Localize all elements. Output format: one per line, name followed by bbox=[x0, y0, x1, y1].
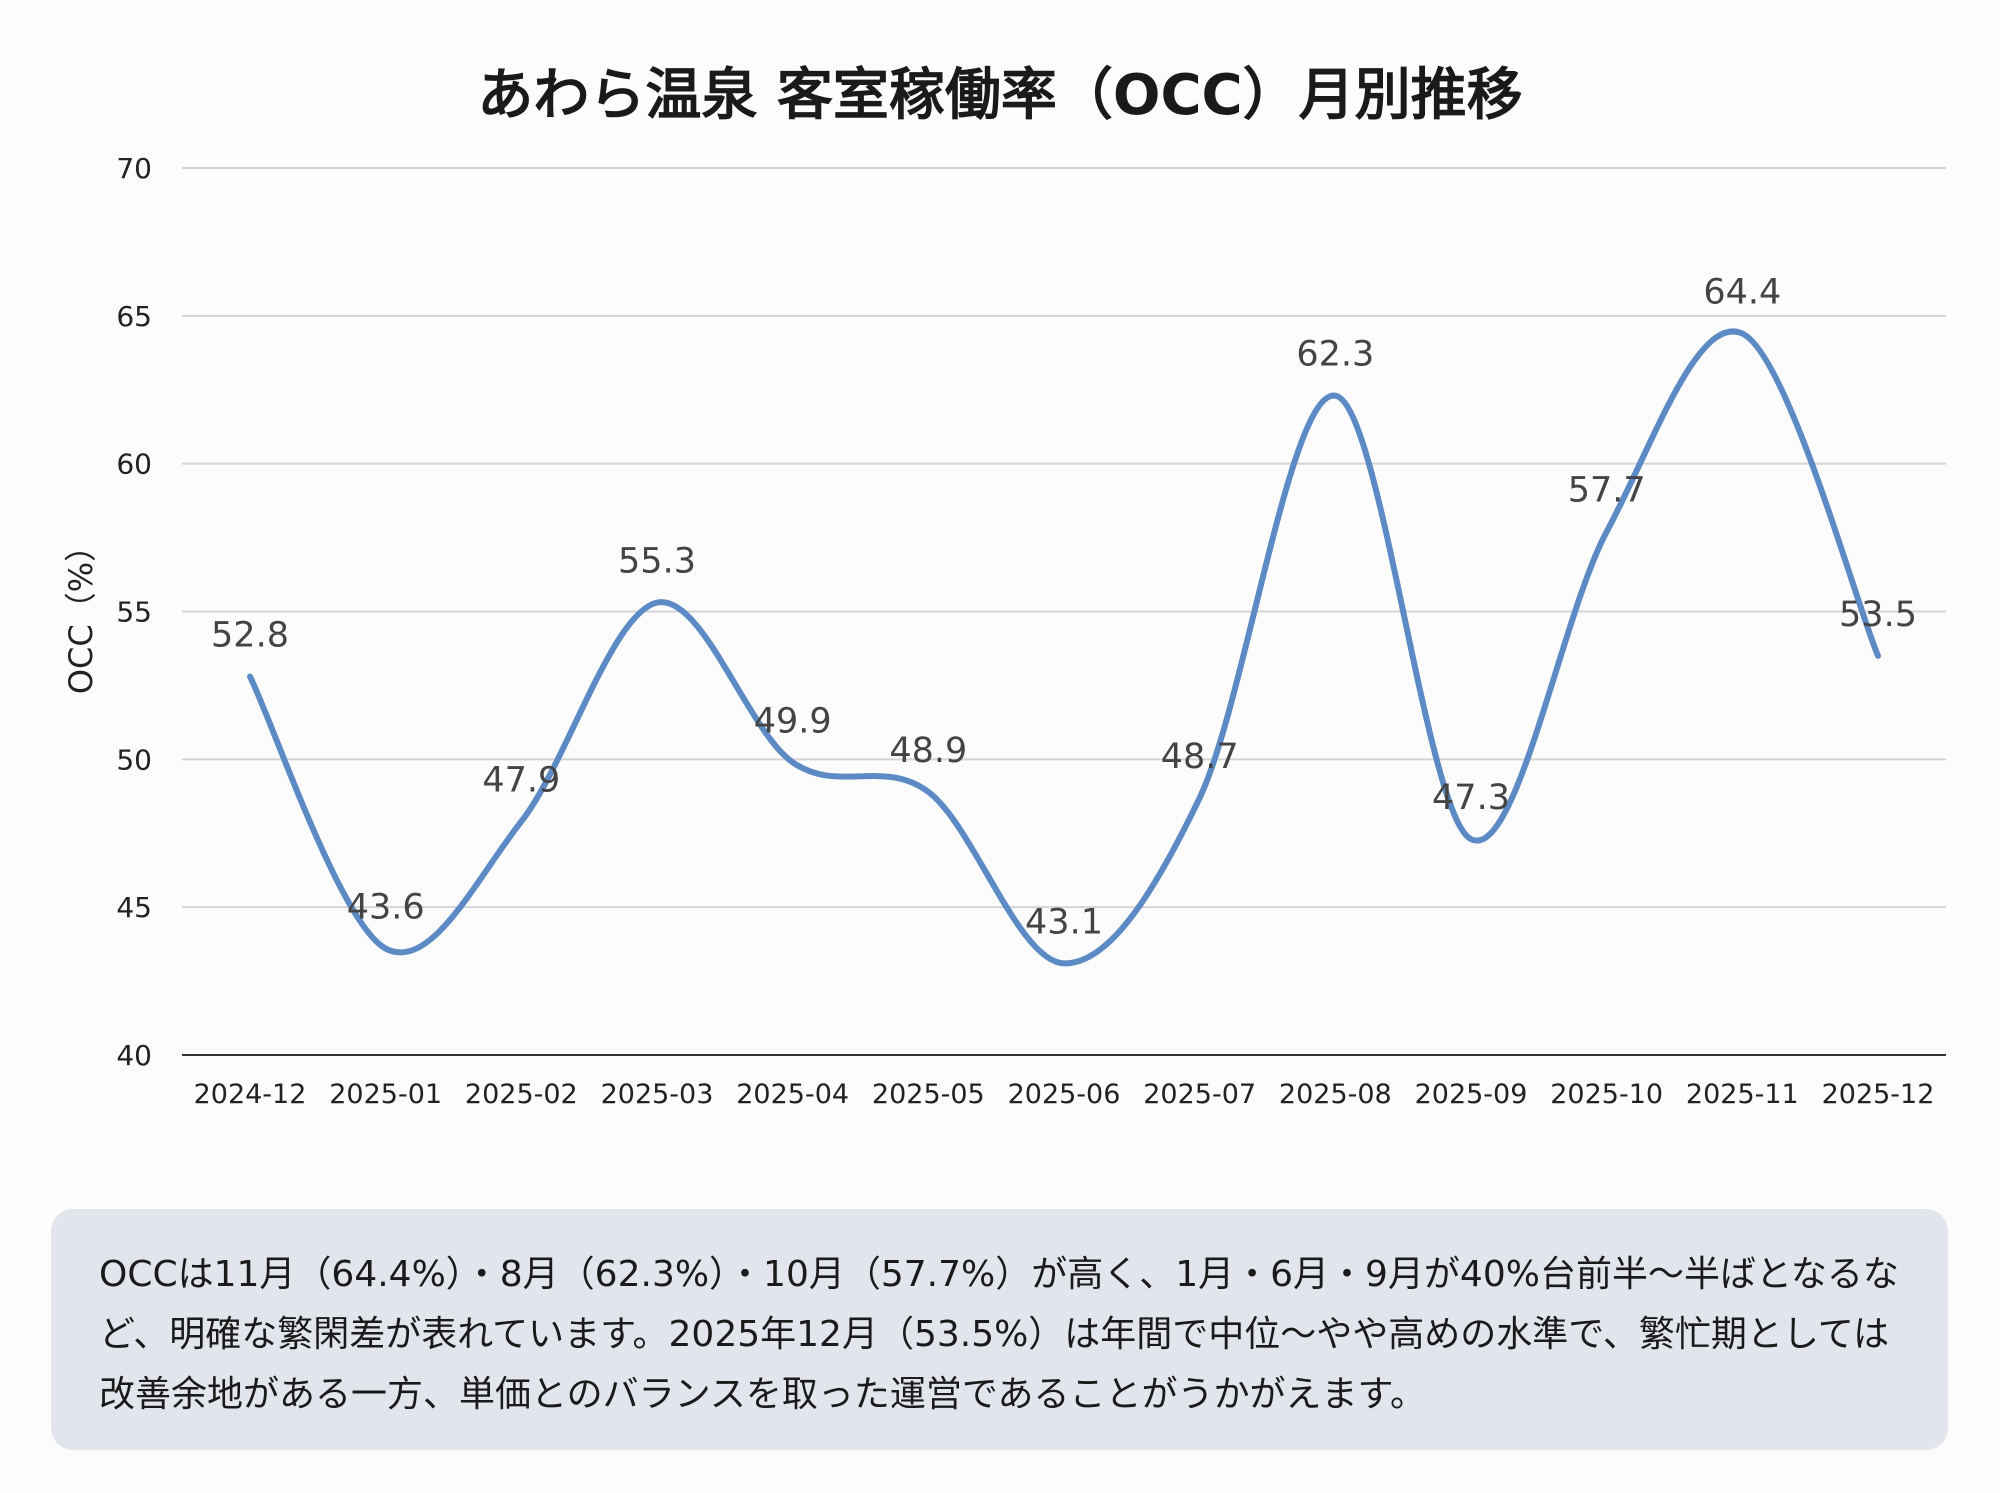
data-label: 43.6 bbox=[347, 888, 425, 928]
y-tick-label: 70 bbox=[116, 152, 152, 185]
y-tick-label: 65 bbox=[116, 300, 152, 333]
data-label: 47.9 bbox=[482, 760, 560, 800]
x-tick-label: 2025-11 bbox=[1686, 1079, 1799, 1110]
x-tick-label: 2025-03 bbox=[601, 1079, 714, 1110]
y-tick-label: 45 bbox=[116, 891, 152, 924]
x-tick-label: 2025-05 bbox=[872, 1079, 985, 1110]
data-label: 43.1 bbox=[1025, 902, 1103, 942]
series-line bbox=[247, 328, 1881, 967]
x-tick-label: 2024-12 bbox=[194, 1079, 307, 1110]
x-tick-label: 2025-09 bbox=[1415, 1079, 1528, 1110]
chart-title: あわら温泉 客室稼働率（OCC）月別推移 bbox=[477, 63, 1523, 128]
y-tick-label: 60 bbox=[116, 448, 152, 481]
y-axis-label: OCC（%） bbox=[62, 530, 100, 694]
data-label: 57.7 bbox=[1568, 471, 1646, 511]
line-chart: 40 45 50 55 60 65 70 2024-12 2025-01 2025-02 2025-… bbox=[62, 152, 1946, 1110]
x-tick-label: 2025-12 bbox=[1822, 1079, 1935, 1110]
data-label: 62.3 bbox=[1296, 335, 1374, 375]
data-label: 52.8 bbox=[211, 616, 289, 656]
x-tick-label: 2025-07 bbox=[1143, 1079, 1256, 1110]
y-tick-label: 50 bbox=[116, 743, 152, 776]
y-tick-label: 40 bbox=[116, 1039, 152, 1072]
x-tick-label: 2025-01 bbox=[329, 1079, 442, 1110]
data-label: 64.4 bbox=[1703, 273, 1781, 313]
data-label: 55.3 bbox=[618, 542, 696, 582]
data-label: 49.9 bbox=[754, 701, 832, 741]
x-tick-label: 2025-04 bbox=[736, 1079, 849, 1110]
summary-note: OCCは11月（64.4%）・8月（62.3%）・10月（57.7%）が高く、1… bbox=[51, 1209, 1948, 1450]
x-tick-label: 2025-10 bbox=[1550, 1079, 1663, 1110]
data-label: 48.7 bbox=[1161, 737, 1239, 777]
x-tick-label: 2025-02 bbox=[465, 1079, 578, 1110]
x-tick-label: 2025-06 bbox=[1008, 1079, 1121, 1110]
data-label: 47.3 bbox=[1432, 778, 1510, 818]
data-label: 48.9 bbox=[889, 731, 967, 771]
data-label: 53.5 bbox=[1839, 595, 1917, 635]
y-tick-label: 55 bbox=[116, 596, 152, 629]
x-tick-label: 2025-08 bbox=[1279, 1079, 1392, 1110]
